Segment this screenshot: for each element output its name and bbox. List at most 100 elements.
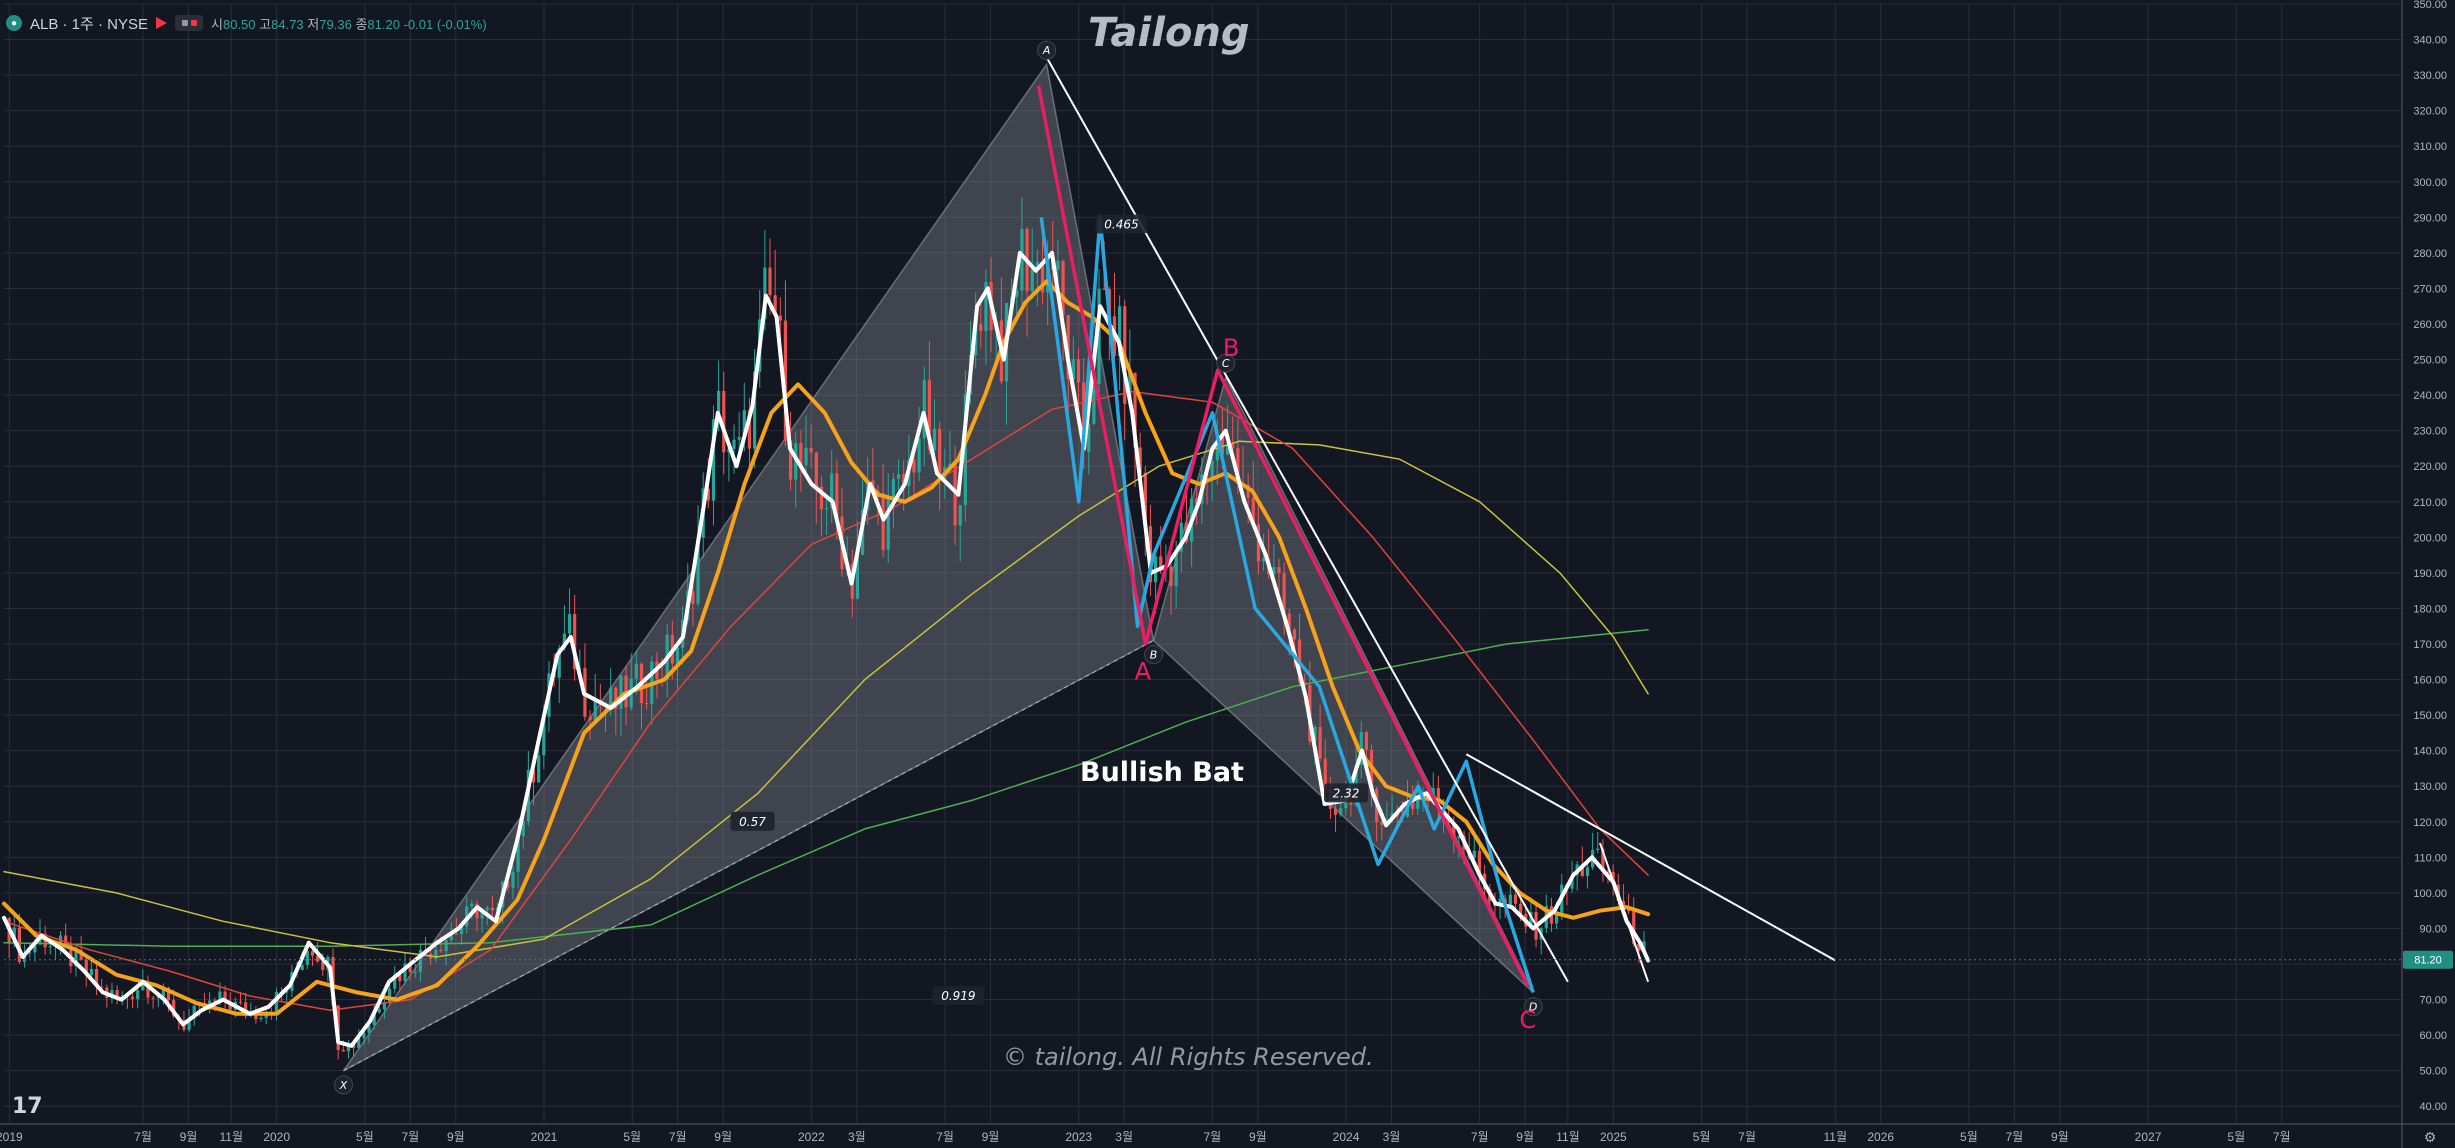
candle-body [855, 554, 860, 599]
candle-body [722, 390, 726, 453]
candle-body [824, 508, 829, 510]
candle-body [963, 394, 967, 506]
x-tick-label: 7월 [134, 1130, 152, 1144]
flag-icon[interactable] [156, 17, 168, 29]
candle-body [382, 1002, 387, 1010]
y-tick-label: 340.00 [2413, 35, 2447, 47]
candle-body [557, 648, 561, 678]
legend-controls-icon[interactable] [175, 15, 204, 31]
ratio-label-bg [1095, 214, 1148, 234]
pattern-overlays [1036, 56, 1836, 993]
x-tick-label: 3월 [848, 1130, 866, 1144]
ma-200-line [3, 629, 1649, 947]
copyright-watermark: © tailong. All Rights Reserved. [1003, 1043, 1374, 1071]
candle-body [459, 926, 464, 934]
open-value: 80.50 [222, 16, 256, 32]
y-tick-label: 100.00 [2413, 888, 2447, 900]
candle-body [778, 315, 782, 321]
candle-body [89, 968, 93, 975]
y-tick-label: 40.00 [2419, 1101, 2447, 1113]
candle-body [490, 907, 495, 911]
candle-body [804, 447, 808, 466]
candle-body [1272, 567, 1276, 575]
candle-body [737, 436, 741, 440]
candle-body [1606, 871, 1610, 873]
harmonic-xb-leg [343, 640, 1154, 1072]
candle-body [1318, 727, 1322, 759]
x-tick-label: 2025 [1600, 1130, 1627, 1144]
candle-body [1179, 522, 1183, 552]
y-tick-label: 110.00 [2414, 852, 2447, 864]
low-value: 79.36 [319, 16, 352, 32]
candle-body [958, 505, 962, 526]
candle-body [773, 295, 777, 316]
candle-body [485, 907, 489, 910]
candle-body [387, 988, 392, 1003]
swing-path-line [1039, 215, 1535, 993]
candle-body [521, 821, 525, 837]
ratio-label: 0.919 [941, 989, 975, 1003]
candle-body [1035, 261, 1039, 270]
candle-body [357, 1038, 361, 1048]
candle-body [927, 380, 931, 451]
abc-wave-label: C [1519, 1006, 1536, 1034]
x-tick-label: 7월 [1471, 1130, 1489, 1144]
candle-body [1457, 835, 1461, 839]
candle-body [645, 703, 649, 705]
x-tick-label: 9월 [1516, 1130, 1534, 1144]
point-label: C [1222, 357, 1230, 370]
y-tick-label: 90.00 [2419, 923, 2447, 935]
candle-body [1621, 900, 1626, 908]
candle-body [788, 440, 793, 480]
candle-body [418, 949, 423, 972]
candle-body [362, 1032, 366, 1039]
candle-body [1555, 912, 1559, 924]
x-tick-label: 11월 [219, 1130, 243, 1144]
candle-body [1174, 551, 1178, 586]
candle-body [896, 474, 901, 479]
symbol-title[interactable]: ALB · 1주 · NYSE [30, 15, 149, 33]
y-tick-label: 160.00 [2413, 675, 2447, 687]
candle-body [1277, 567, 1281, 574]
point-label-bg [1216, 353, 1236, 373]
x-tick-label: 5월 [356, 1130, 374, 1144]
point-label-bg [1144, 645, 1164, 665]
candle-body [172, 1000, 176, 1017]
candle-body [1364, 732, 1368, 750]
candle-body [783, 320, 788, 441]
tradingview-logo-icon[interactable]: 17 [12, 1094, 43, 1119]
candle-body [1128, 373, 1132, 404]
y-tick-label: 220.00 [2413, 461, 2447, 473]
candle-body [64, 935, 68, 945]
harmonic-bcd-triangle [1152, 375, 1534, 993]
candle-body [17, 927, 22, 962]
candle-body [588, 716, 592, 721]
candle-body [130, 996, 135, 999]
candle-body [1287, 613, 1291, 630]
high-value: 84.73 [271, 16, 304, 32]
y-tick-label: 250.00 [2413, 355, 2447, 367]
candle-body [922, 380, 926, 439]
x-tick-label: 9월 [180, 1130, 198, 1144]
x-tick-label: 2021 [531, 1130, 558, 1144]
y-tick-label: 60.00 [2419, 1030, 2447, 1042]
x-tick-label: 3월 [1115, 1130, 1133, 1144]
y-tick-label: 50.00 [2419, 1066, 2447, 1078]
candle-body [1261, 558, 1266, 562]
candle-body [408, 963, 412, 973]
time-axis[interactable]: 2019 7월 9월 11월 2020 5월 7월 9월 2021 5월 7월 9월 2022 3월 7월 9… [0, 1130, 2436, 1146]
candle-body [403, 963, 407, 982]
candle-body [938, 428, 942, 479]
candle-body [475, 903, 479, 919]
x-tick-label: 2020 [263, 1130, 290, 1144]
candle-body [1159, 556, 1163, 570]
candle-body [506, 881, 510, 888]
candle-body [1632, 911, 1636, 944]
trendline [1465, 753, 1836, 962]
x-tick-label: 9월 [447, 1130, 465, 1144]
candle-body [1580, 864, 1584, 876]
price-axis[interactable]: 40.0050.0060.0070.0080.0090.00100.00110.… [2413, 0, 2447, 1113]
candle-body [511, 871, 515, 888]
candle-body [74, 950, 78, 967]
